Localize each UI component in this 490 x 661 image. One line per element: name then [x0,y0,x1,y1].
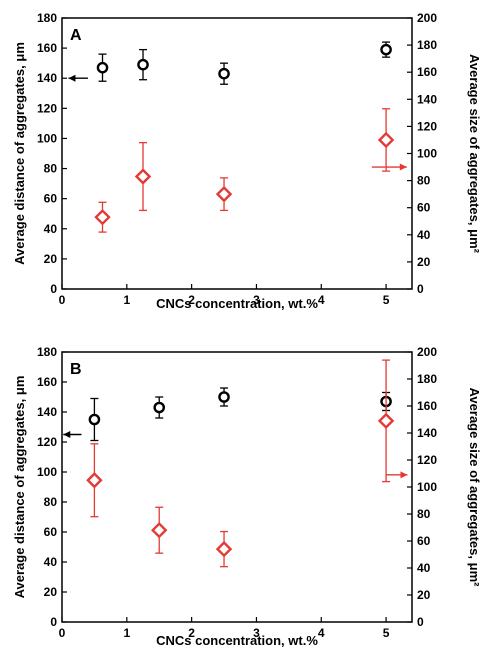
y2-tick-label: 160 [417,65,437,79]
series-distance [63,387,392,442]
x-tick-label: 0 [59,293,66,307]
x-tick-label: 0 [59,626,66,640]
arrow-head [63,431,71,438]
y-tick-label: 160 [37,375,57,389]
y2-tick-label: 60 [417,534,431,548]
y-tick-label: 100 [37,131,57,145]
data-point-diamond [151,522,168,539]
y-tick-label: 180 [37,345,57,359]
y-tick-label: 20 [44,252,58,266]
arrow-head [68,74,76,82]
panel-a: 0 1 2 3 4 5 0 20 40 60 80 100 120 140 160 180 0 20 40 60 80 1… [12,11,482,311]
plot-frame [61,351,413,623]
panel-b: 0 1 2 3 4 5 0 20 40 60 80 100 120 140 160 180 0 20 40 60 80 1… [12,345,482,648]
data-point-circle [137,58,149,71]
y-axis-title: Average distance of aggregates, μm [12,42,27,265]
plot-frame [61,17,413,290]
y-tick-label: 160 [37,41,57,55]
series-size [94,108,407,233]
x-tick-label: 3 [253,626,260,640]
y-tick-label: 100 [37,465,57,479]
y-tick-label: 80 [44,495,58,509]
y2-tick-label: 100 [417,480,437,494]
y2-tick-label: 140 [417,426,437,440]
y-tick-label: 0 [50,615,57,629]
y2-tick-label: 40 [417,228,431,242]
data-point-circle [96,61,109,74]
y2-axis-title: Average size of aggregates, μm² [467,54,482,254]
data-point-circle [218,67,230,80]
y-tick-label: 120 [37,435,57,449]
y-tick-label: 0 [50,282,57,296]
y-tick-label: 140 [37,405,57,419]
y-axis-title: Average distance of aggregates, μm [12,376,27,599]
y2-tick-label: 140 [417,92,437,106]
x-tick-label: 2 [188,626,195,640]
data-point-diamond [215,185,233,203]
y-tick-label: 40 [44,222,58,236]
data-point-diamond [377,412,395,430]
arrow-head [399,163,407,171]
y2-tick-label: 200 [417,345,437,359]
y2-tick-label: 180 [417,38,437,52]
y-tick-label: 20 [44,585,58,599]
y2-axis-title: Average size of aggregates, μm² [467,388,482,588]
y2-tick-label: 120 [417,119,437,133]
y2-tick-label: 120 [417,453,437,467]
panel-label: A [70,27,82,44]
y2-tick-label: 80 [417,507,431,521]
y2-tick-label: 100 [417,147,437,161]
series-distance [68,41,392,85]
data-point-diamond [86,472,103,489]
y2-tick-label: 60 [417,201,431,215]
y-tick-label: 140 [37,71,57,85]
y-tick-label: 40 [44,555,58,569]
y2-tick-label: 0 [417,615,424,629]
x-tick-label: 5 [383,293,390,307]
y2-tick-label: 20 [417,588,431,602]
data-point-circle [380,43,392,56]
y2-tick-label: 80 [417,174,431,188]
x-tick-label: 2 [188,293,195,307]
y-tick-label: 180 [37,11,57,25]
x-tick-label: 4 [318,626,325,640]
series-size [86,359,408,568]
y2-tick-label: 40 [417,561,431,575]
data-point-diamond [377,131,395,149]
panel-label: B [70,361,82,378]
arrow-head [400,471,408,479]
y2-tick-label: 200 [417,11,437,25]
y2-tick-label: 20 [417,255,431,269]
y2-tick-label: 180 [417,372,437,386]
y-tick-label: 120 [37,101,57,115]
y-tick-label: 60 [44,192,58,206]
y2-tick-label: 160 [417,399,437,413]
data-point-circle [153,401,166,414]
x-tick-label: 3 [253,293,260,307]
data-point-diamond [134,168,152,185]
x-tick-label: 5 [383,626,390,640]
y-tick-label: 60 [44,525,58,539]
y-tick-label: 80 [44,162,58,176]
data-point-diamond [215,540,233,558]
data-point-diamond [94,208,111,226]
x-tick-label: 1 [123,293,130,307]
data-point-circle [218,391,230,403]
x-tick-label: 1 [123,626,130,640]
x-axis-title: CNCs concentration, wt.% [156,633,318,648]
x-tick-label: 4 [318,293,325,307]
x-axis-title: CNCs concentration, wt.% [156,296,318,311]
data-point-circle [88,413,101,426]
y2-tick-label: 0 [417,282,424,296]
